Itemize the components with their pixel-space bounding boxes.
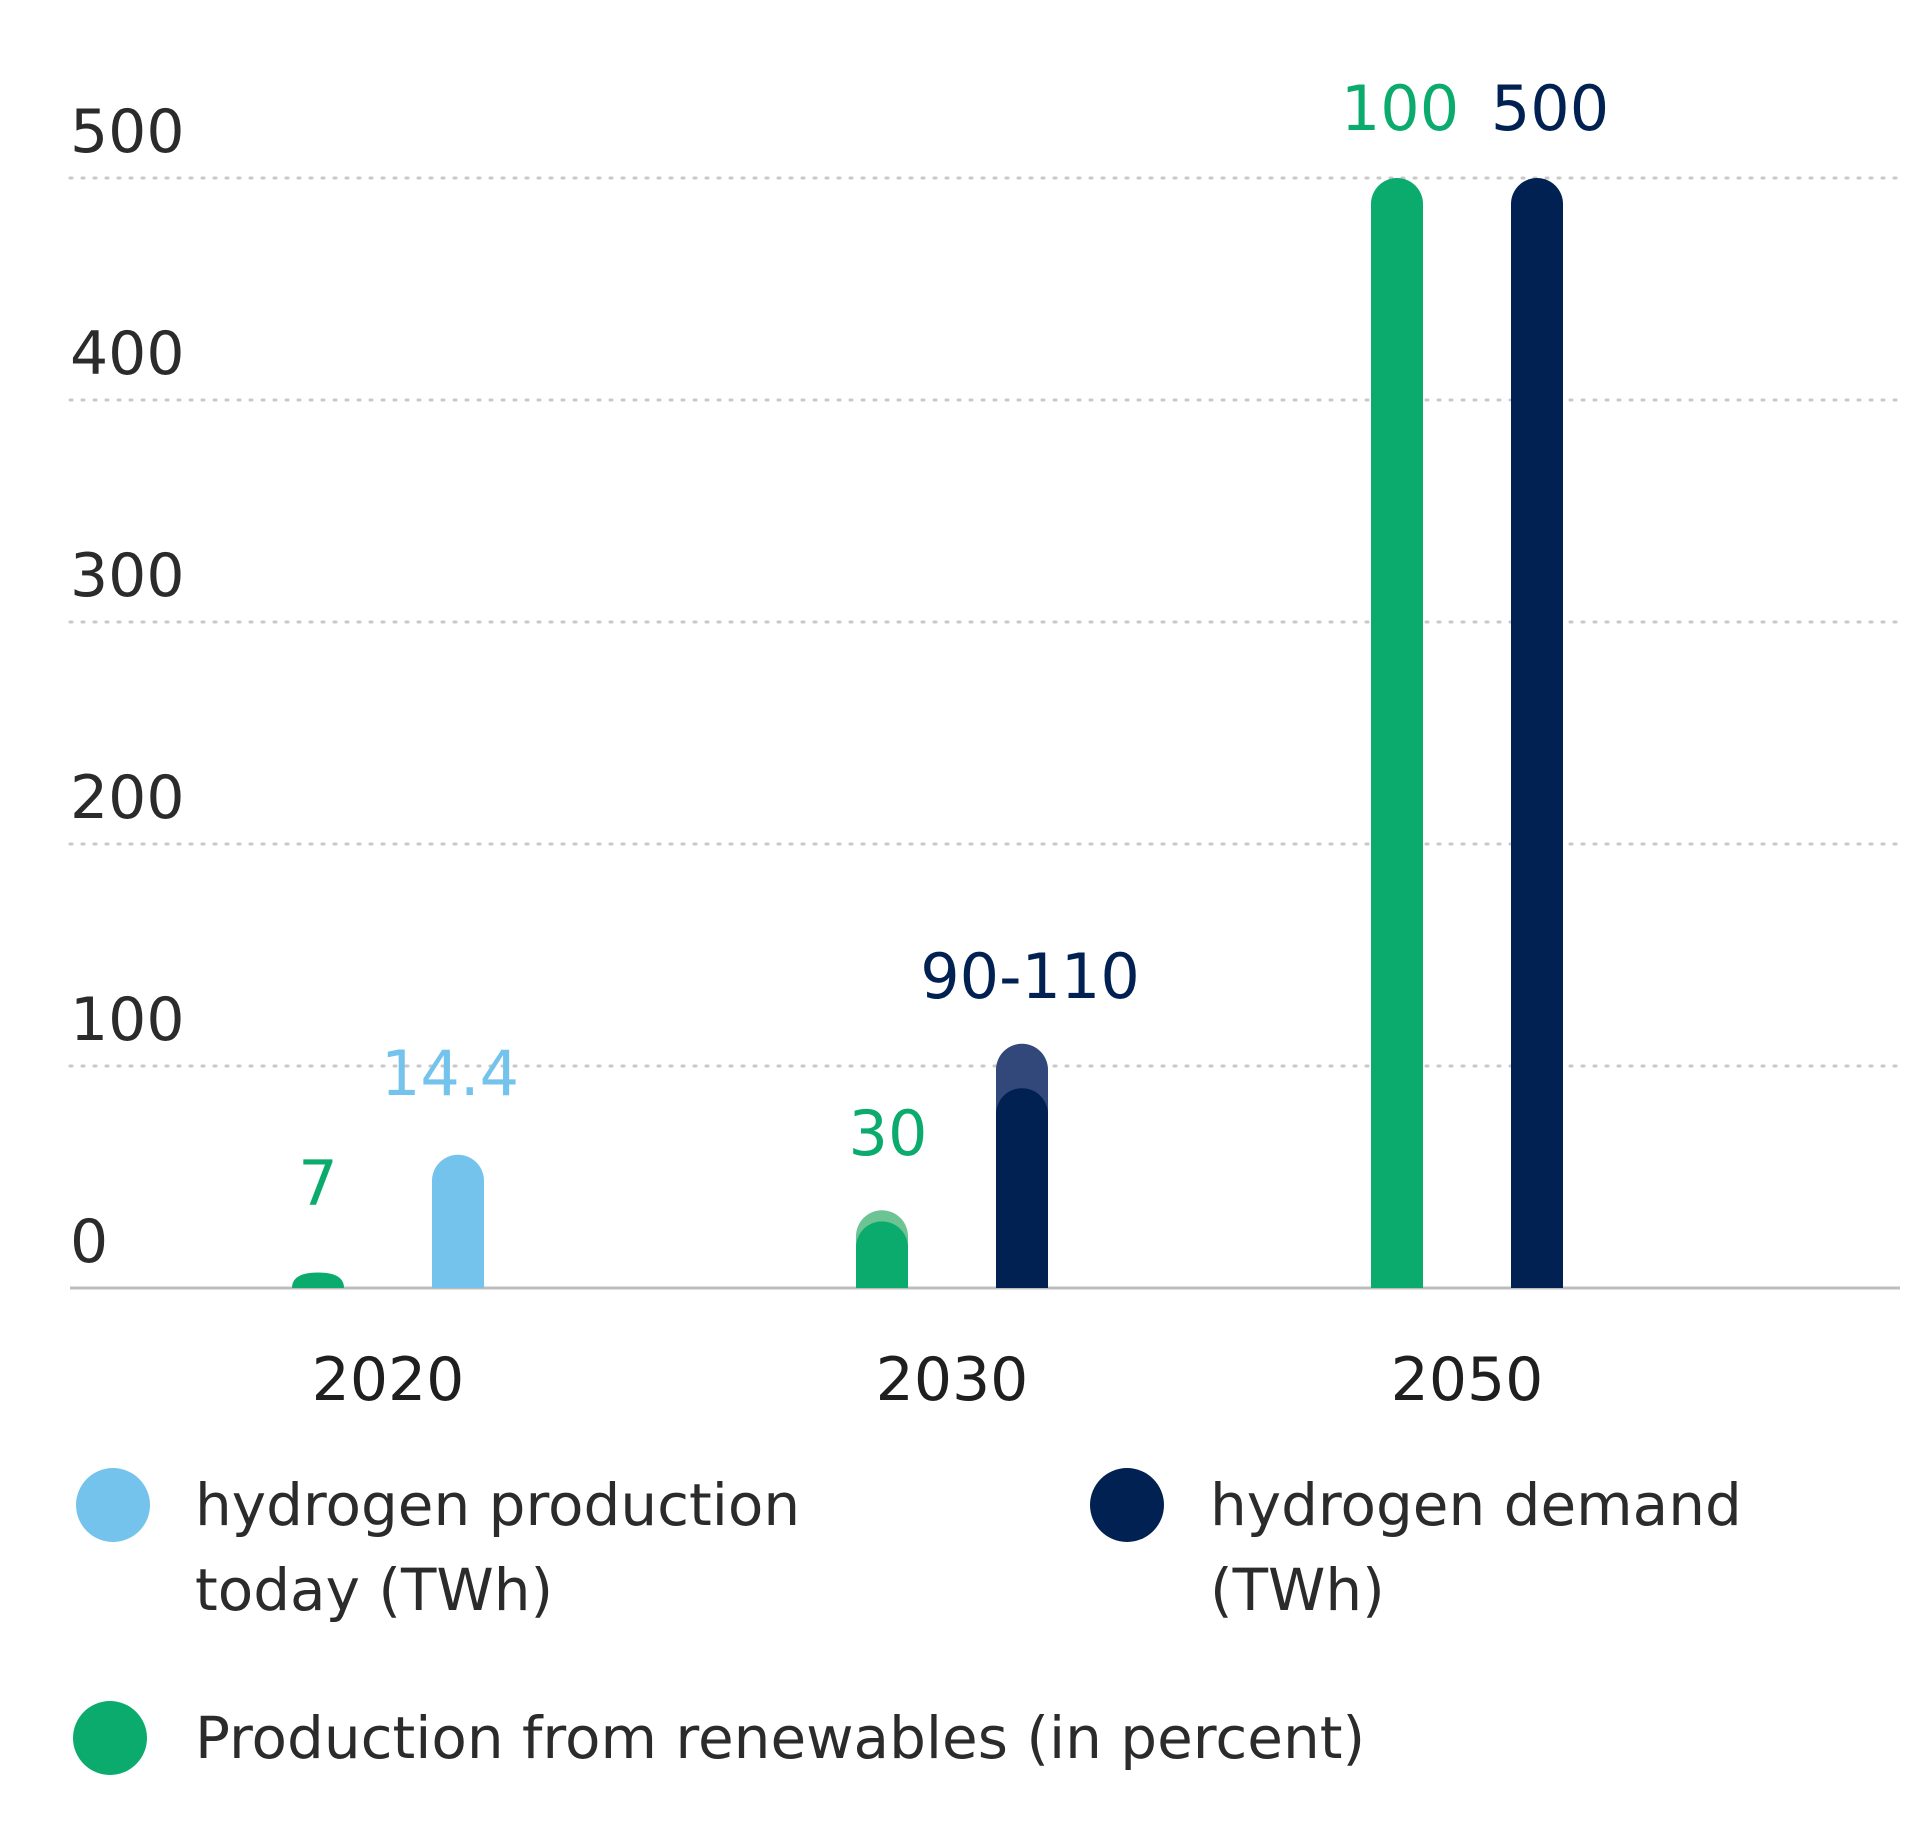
data-label-0-2030: 30 xyxy=(849,1097,928,1170)
y-tick-label-500: 500 xyxy=(70,97,185,167)
bar-2-2050 xyxy=(1511,178,1563,1288)
y-tick-label-200: 200 xyxy=(70,763,185,833)
data-label-2-2050: 500 xyxy=(1491,72,1609,145)
legend-label-2-0: Production from renewables (in percent) xyxy=(195,1704,1365,1772)
legend-label-1-0: hydrogen demand xyxy=(1210,1471,1742,1539)
data-label-0-2050: 100 xyxy=(1341,72,1459,145)
data-label-0-2020: 7 xyxy=(298,1147,337,1220)
bar-2-2030 xyxy=(996,1088,1048,1288)
legend-marker-2 xyxy=(73,1701,147,1775)
legend-label-0-0: hydrogen production xyxy=(195,1471,800,1539)
data-label-2-2030: 90-110 xyxy=(920,940,1140,1013)
bar-1-2020 xyxy=(432,1154,484,1288)
x-tick-label-2020: 2020 xyxy=(312,1345,465,1415)
y-tick-label-300: 300 xyxy=(70,541,185,611)
legend-label-1-1: (TWh) xyxy=(1210,1556,1385,1624)
legend-marker-0 xyxy=(76,1468,150,1542)
x-tick-label-2050: 2050 xyxy=(1391,1345,1544,1415)
legend-label-0-1: today (TWh) xyxy=(195,1556,553,1624)
bar-0-2020 xyxy=(292,1272,344,1288)
legend-marker-1 xyxy=(1090,1468,1164,1542)
bar-0-2050 xyxy=(1371,178,1423,1288)
bar-0-2030 xyxy=(856,1221,908,1288)
y-tick-label-100: 100 xyxy=(70,985,185,1055)
x-tick-label-2030: 2030 xyxy=(876,1345,1029,1415)
y-tick-label-0: 0 xyxy=(70,1207,108,1277)
data-label-1-2020: 14.4 xyxy=(381,1037,519,1110)
y-tick-label-400: 400 xyxy=(70,319,185,389)
